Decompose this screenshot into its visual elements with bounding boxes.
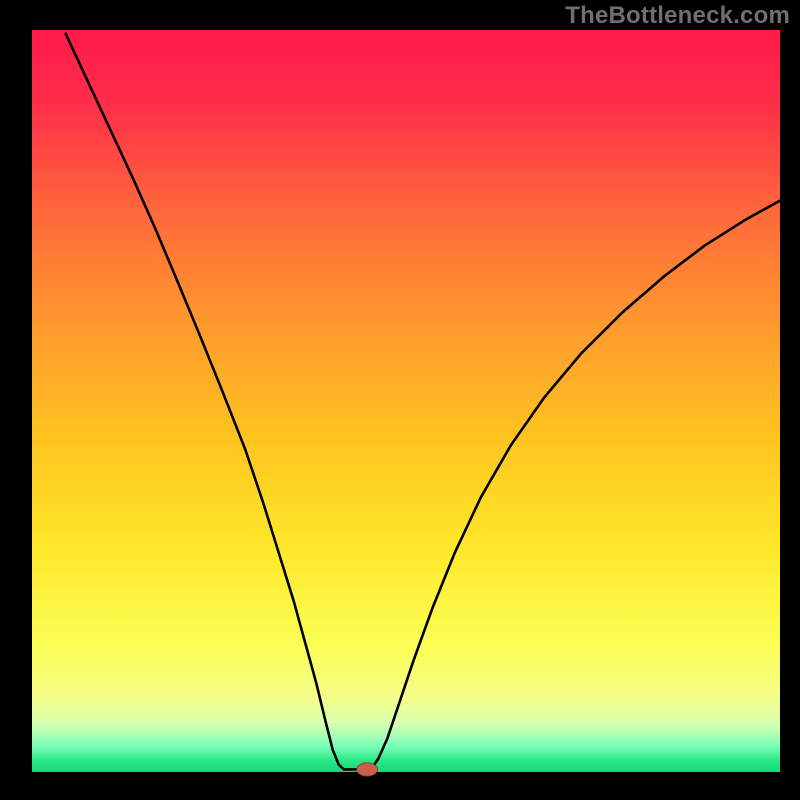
plot-background xyxy=(32,30,780,772)
optimal-marker xyxy=(357,763,378,776)
bottleneck-chart xyxy=(0,0,800,800)
watermark-text: TheBottleneck.com xyxy=(565,2,790,30)
chart-frame: TheBottleneck.com xyxy=(0,0,800,800)
